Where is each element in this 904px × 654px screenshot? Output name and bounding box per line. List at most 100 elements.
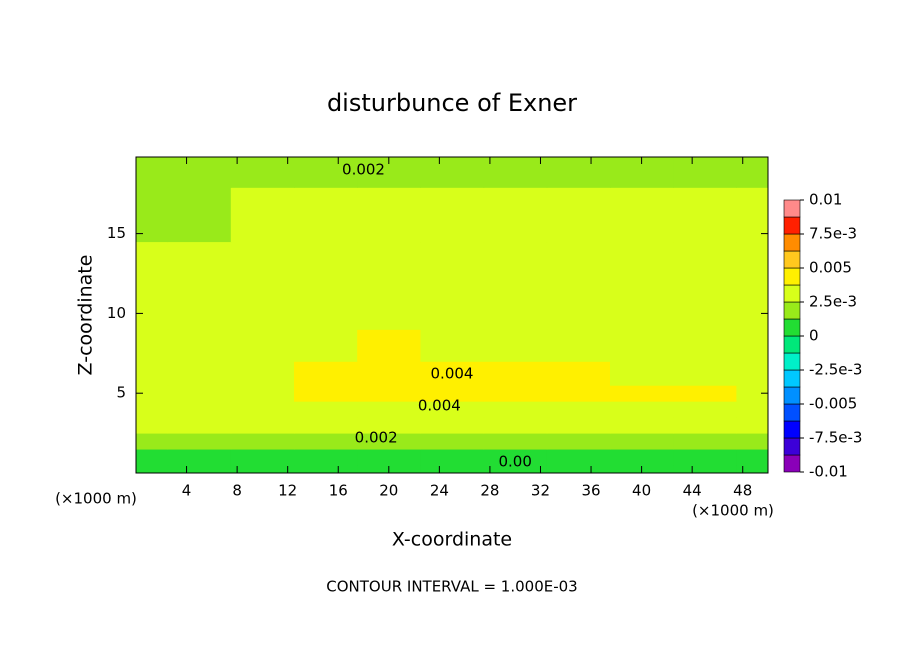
colorbar-tick-label: -2.5e-3	[809, 361, 862, 379]
colorbar-tick-label: 7.5e-3	[809, 225, 857, 243]
field-cell	[673, 329, 737, 362]
field-cell	[294, 241, 358, 290]
field-cell	[136, 157, 169, 188]
field-cell	[483, 401, 548, 418]
x-tick-label: 44	[683, 482, 702, 500]
field-cell	[357, 187, 421, 243]
field-cell	[673, 433, 737, 450]
field-cell	[136, 187, 169, 243]
field-cell	[167, 157, 232, 188]
colorbar-band	[783, 216, 801, 235]
x-tick-label: 48	[733, 482, 752, 500]
field-cell	[420, 417, 485, 434]
field-cell	[610, 417, 674, 434]
colorbar-band	[783, 352, 801, 371]
field-cell	[420, 449, 485, 466]
field-cell	[230, 449, 295, 466]
field-cell	[420, 241, 485, 290]
field-cell	[136, 241, 169, 290]
field-cell	[357, 289, 421, 330]
colorbar-band	[783, 267, 801, 286]
field-cell	[483, 187, 548, 243]
y-tick-label: 15	[107, 224, 126, 242]
field-cell	[230, 401, 295, 418]
x-tick-label: 32	[531, 482, 550, 500]
field-cell	[546, 289, 611, 330]
field-cell	[736, 329, 769, 362]
field-cell	[136, 401, 169, 418]
field-cell	[673, 449, 737, 466]
field-cell	[167, 401, 232, 418]
field-cell	[167, 241, 232, 290]
field-cell	[546, 385, 611, 402]
colorbar-band	[783, 318, 801, 337]
field-cell	[357, 449, 421, 466]
field-cell	[136, 385, 169, 402]
field-cell	[610, 289, 674, 330]
x-axis-label: X-coordinate	[392, 529, 512, 551]
y-axis-label: Z-coordinate	[75, 255, 97, 376]
field-cell	[673, 417, 737, 434]
field-cell	[610, 449, 674, 466]
field-cell	[294, 401, 358, 418]
field-cell	[546, 187, 611, 243]
field-cell	[546, 241, 611, 290]
x-tick-label: 40	[632, 482, 651, 500]
field-cell	[167, 385, 232, 402]
field-cell	[294, 329, 358, 362]
colorbar-band	[783, 284, 801, 303]
x-tick-label: 4	[182, 482, 192, 500]
colorbar-band	[783, 403, 801, 422]
field-cell	[294, 465, 358, 474]
field-cell	[136, 361, 169, 386]
field-cell	[357, 329, 421, 362]
field-cell	[167, 449, 232, 466]
field-cell	[420, 187, 485, 243]
field-cell	[736, 433, 769, 450]
field-cell	[736, 385, 769, 402]
field-cell	[483, 465, 548, 474]
field-cell	[736, 449, 769, 466]
field-cell	[610, 361, 674, 386]
field-cell	[610, 329, 674, 362]
contour-label: 0.002	[342, 160, 385, 178]
field-cell	[230, 433, 295, 450]
field-cell	[230, 465, 295, 474]
x-tick-label: 36	[581, 482, 600, 500]
field-cell	[736, 241, 769, 290]
field-cell	[420, 433, 485, 450]
field-cell	[136, 465, 169, 474]
field-cell	[357, 433, 421, 450]
colorbar-tick-label: 0	[809, 327, 819, 345]
y-unit-label: (×1000 m)	[55, 490, 137, 508]
field-cell	[673, 465, 737, 474]
colorbar-tick-label: 2.5e-3	[809, 293, 857, 311]
contour-label: 0.002	[355, 428, 398, 446]
field-cell	[420, 157, 485, 188]
field-cell	[673, 361, 737, 386]
field-cell	[357, 385, 421, 402]
colorbar-band	[783, 420, 801, 439]
field-cell	[736, 465, 769, 474]
field-cell	[136, 449, 169, 466]
field-cell	[294, 449, 358, 466]
field-cell	[294, 361, 358, 386]
field-cell	[483, 329, 548, 362]
field-cell	[357, 361, 421, 386]
field-cell	[167, 361, 232, 386]
field-cell	[736, 361, 769, 386]
x-tick-label: 8	[232, 482, 242, 500]
colorbar-tick-label: 0.005	[809, 259, 852, 277]
colorbar-band	[783, 369, 801, 388]
plot-frame	[135, 156, 769, 474]
field-cell	[610, 401, 674, 418]
colorbar-band	[783, 250, 801, 269]
field-cell	[167, 187, 232, 243]
field-cell	[610, 187, 674, 243]
field-cell	[357, 401, 421, 418]
field-cell	[294, 385, 358, 402]
field-cell	[483, 433, 548, 450]
field-cell	[294, 187, 358, 243]
field-cell	[546, 157, 611, 188]
